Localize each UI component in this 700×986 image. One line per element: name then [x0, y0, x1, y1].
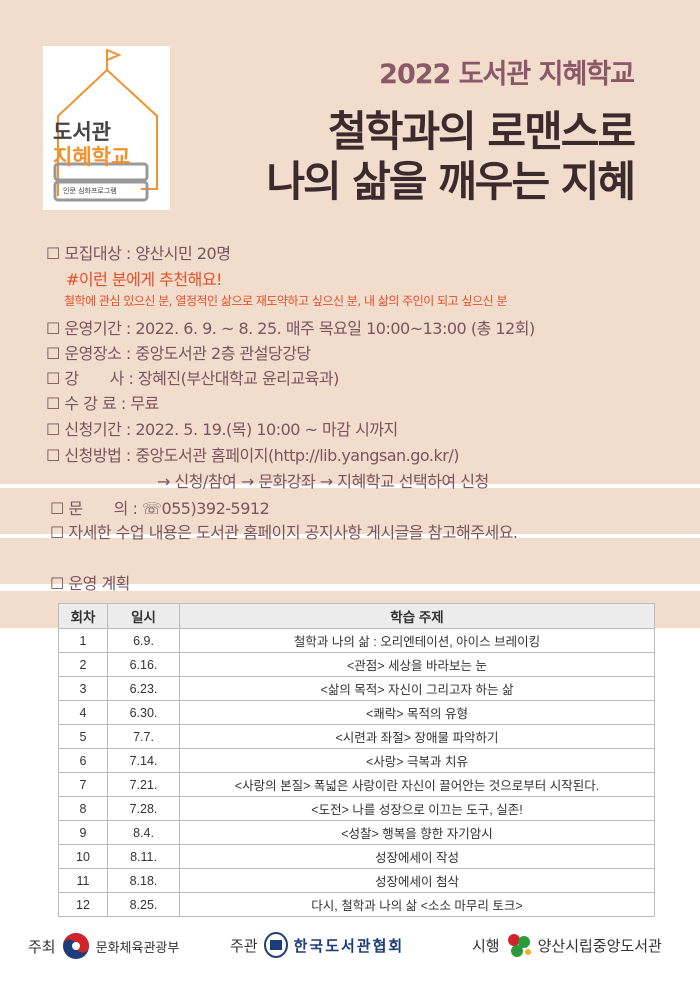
table-row: 3 6.23. <삶의 목적> 자신이 그리고자 하는 삶 — [58, 676, 655, 701]
table-header: 회차 일시 학습 주제 — [58, 603, 655, 629]
fee: ☐ 수 강 료 : 무료 — [46, 394, 159, 413]
host-name: 문화체육관광부 — [95, 940, 180, 956]
cell-topic: <성찰> 행복을 향한 자기암시 — [179, 820, 655, 845]
cell-session: 4 — [58, 700, 108, 725]
period: ☐ 운영기간 : 2022. 6. 9. ~ 8. 25. 매주 목요일 10:… — [46, 319, 535, 338]
recommend-text: 철학에 관심 있으신 분, 열정적인 삶으로 재도약하고 싶으신 분, 내 삶의… — [64, 294, 508, 308]
table-row: 7 7.21. <사랑의 본질> 폭넓은 사랑이란 자신이 끌어안는 것으로부터 시… — [58, 772, 655, 797]
instructor: ☐ 강 사 : 장혜진(부산대학교 윤리교육과) — [46, 369, 339, 388]
table-row: 2 6.16. <관점> 세상을 바라보는 눈 — [58, 652, 655, 677]
divider — [0, 484, 700, 488]
contact: ☐ 문 의 : ☏055)392-5912 — [50, 499, 270, 518]
apply-period: ☐ 신청기간 : 2022. 5. 19.(목) 10:00 ~ 마감 시까지 — [46, 420, 398, 439]
cell-session: 9 — [58, 820, 108, 845]
organizer-label: 주관 — [230, 936, 258, 955]
cell-session: 10 — [58, 844, 108, 869]
cell-date: 6.30. — [107, 700, 180, 725]
col-session: 회차 — [58, 603, 108, 629]
cell-topic: 다시, 철학과 나의 삶 <소소 마무리 토크> — [179, 892, 655, 917]
logo-line2: 지혜학교 — [53, 145, 131, 169]
subtitle: 2022 도서관 지혜학교 — [379, 59, 635, 90]
cell-date: 7.28. — [107, 796, 180, 821]
kla-emblem-icon — [263, 932, 288, 958]
cell-topic: 철학과 나의 삶 : 오리엔테이션, 아이스 브레이킹 — [179, 628, 655, 653]
operator-name: 양산시립중앙도서관 — [537, 936, 662, 955]
col-date: 일시 — [107, 603, 180, 629]
venue: ☐ 운영장소 : 중앙도서관 2층 관설당강당 — [46, 344, 311, 363]
cell-date: 7.7. — [107, 724, 180, 749]
cell-date: 6.9. — [107, 628, 180, 653]
recruit-target: ☐ 모집대상 : 양산시민 20명 — [46, 244, 231, 263]
cell-date: 8.4. — [107, 820, 180, 845]
apply-method: ☐ 신청방법 : 중앙도서관 홈페이지(http://lib.yangsan.g… — [46, 446, 460, 465]
operator-label: 시행 — [472, 936, 500, 955]
title-line1: 철학과의 로맨스로 — [328, 107, 636, 156]
table-row: 1 6.9. 철학과 나의 삶 : 오리엔테이션, 아이스 브레이킹 — [58, 628, 655, 653]
organizer: 주관 한국도서관협회 — [230, 932, 404, 958]
cell-date: 7.14. — [107, 748, 180, 773]
cell-session: 7 — [58, 772, 108, 797]
recommend-heading: #이런 분에게 추천해요! — [66, 270, 222, 289]
cell-date: 7.21. — [107, 772, 180, 797]
table-row: 11 8.18. 성장에세이 첨삭 — [58, 868, 655, 893]
cell-topic: 성장에세이 작성 — [179, 844, 655, 869]
divider — [0, 534, 700, 538]
cell-session: 3 — [58, 676, 108, 701]
table-row: 6 7.14. <사랑> 극복과 치유 — [58, 748, 655, 773]
cell-session: 11 — [58, 868, 108, 893]
cell-topic: <삶의 목적> 자신이 그리고자 하는 삶 — [179, 676, 655, 701]
title-line2: 나의 삶을 깨우는 지혜 — [266, 157, 636, 206]
table-row: 10 8.11. 성장에세이 작성 — [58, 844, 655, 869]
cell-topic: <관점> 세상을 바라보는 눈 — [179, 652, 655, 677]
notice: ☐ 자세한 수업 내용은 도서관 홈페이지 공지사항 게시글을 참고해주세요. — [50, 523, 518, 542]
cell-session: 6 — [58, 748, 108, 773]
host: 주최 문화체육관광부 — [28, 932, 179, 960]
apply-path: → 신청/참여 → 문화강좌 → 지혜학교 선택하여 신청 — [157, 472, 489, 491]
cell-topic: <사랑의 본질> 폭넓은 사랑이란 자신이 끌어안는 것으로부터 시작된다. — [179, 772, 655, 797]
cell-topic: <도전> 나를 성장으로 이끄는 도구, 실존! — [179, 796, 655, 821]
cell-session: 8 — [58, 796, 108, 821]
cell-date: 6.16. — [107, 652, 180, 677]
cell-session: 1 — [58, 628, 108, 653]
cell-date: 8.18. — [107, 868, 180, 893]
organizer-name: 한국도서관협회 — [293, 936, 405, 955]
table-row: 5 7.7. <시련과 좌절> 장애물 파악하기 — [58, 724, 655, 749]
schedule-heading: ☐ 운영 계획 — [50, 574, 130, 593]
divider — [0, 584, 700, 591]
cell-session: 12 — [58, 892, 108, 917]
taegeuk-icon — [62, 933, 89, 959]
cell-topic: <시련과 좌절> 장애물 파악하기 — [179, 724, 655, 749]
table-row: 12 8.25. 다시, 철학과 나의 삶 <소소 마무리 토크> — [58, 892, 655, 917]
cell-topic: <사랑> 극복과 치유 — [179, 748, 655, 773]
host-label: 주최 — [28, 937, 56, 956]
school-house-icon — [53, 48, 158, 202]
operator: 시행 양산시립중앙도서관 — [472, 932, 662, 958]
table-row: 4 6.30. <쾌락> 목적의 유형 — [58, 700, 655, 725]
table-row: 9 8.4. <성찰> 행복을 향한 자기암시 — [58, 820, 655, 845]
schedule-table: 회차 일시 학습 주제 1 6.9. 철학과 나의 삶 : 오리엔테이션, 아이스 … — [58, 603, 655, 917]
logo-line1: 도서관 — [53, 120, 111, 144]
table-row: 8 7.28. <도전> 나를 성장으로 이끄는 도구, 실존! — [58, 796, 655, 821]
cell-date: 8.11. — [107, 844, 180, 869]
cell-session: 5 — [58, 724, 108, 749]
logo: 도서관 지혜학교 인문 심화프로그램 — [43, 46, 170, 210]
cell-date: 6.23. — [107, 676, 180, 701]
cell-topic: 성장에세이 첨삭 — [179, 868, 655, 893]
logo-line3: 인문 심화프로그램 — [63, 187, 117, 195]
cell-topic: <쾌락> 목적의 유형 — [179, 700, 655, 725]
yangsan-emblem-icon — [507, 934, 531, 957]
cell-session: 2 — [58, 652, 108, 677]
cell-date: 8.25. — [107, 892, 180, 917]
col-topic: 학습 주제 — [179, 603, 655, 629]
